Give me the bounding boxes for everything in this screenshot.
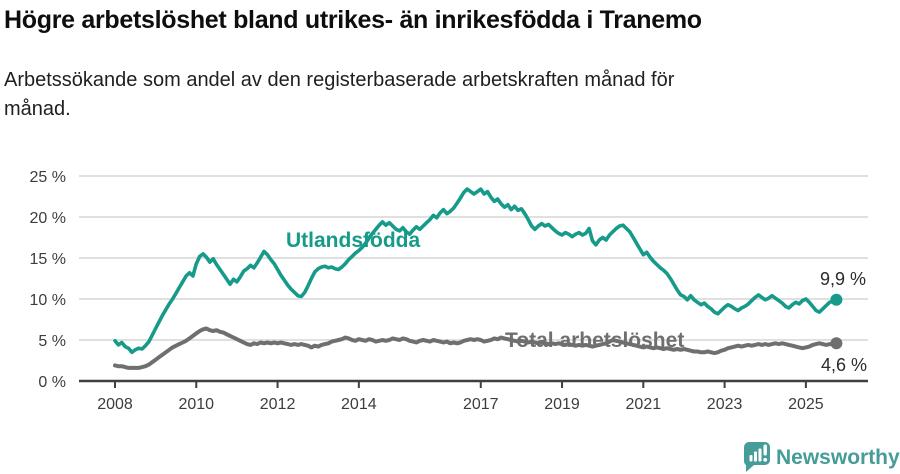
y-axis-labels: 0 % 5 % 10 % 15 % 20 % 25 % [30, 169, 66, 391]
x-tick-label: 2012 [260, 396, 296, 413]
end-value-label-total-arbetsloshet: 4,6 % [821, 355, 867, 375]
end-value-label-utlandsfodda: 9,9 % [820, 269, 866, 289]
x-tick-label: 2025 [788, 396, 824, 413]
newsworthy-logo-text: Newsworthy [776, 446, 900, 469]
gridlines [79, 175, 868, 383]
series-line-utlandsfodda [113, 187, 839, 355]
x-tick-label: 2021 [626, 396, 662, 413]
newsworthy-logo-icon [744, 442, 770, 472]
y-tick-label: 0 % [38, 374, 66, 391]
series-end-dot-total-arbetsloshet [830, 337, 843, 350]
y-tick-label: 5 % [38, 333, 66, 350]
y-tick-label: 20 % [30, 210, 66, 227]
page-title: Högre arbetslöshet bland utrikes- än inr… [4, 6, 702, 34]
newsworthy-logo: Newsworthy [744, 442, 900, 472]
bar-chart-icon-bar3 [758, 448, 762, 462]
bar-chart-icon-bar1 [749, 455, 753, 462]
x-tick-label: 2008 [97, 396, 133, 413]
x-tick-label: 2010 [178, 396, 214, 413]
x-tick-label: 2014 [341, 396, 377, 413]
series-end-dot-utlandsfodda [830, 293, 843, 306]
page-subtitle: Arbetssökande som andel av den registerb… [4, 66, 844, 124]
page-subtitle-line2: månad. [4, 98, 71, 120]
series-line-total-arbetsloshet [113, 326, 839, 370]
series-label-total-arbetsloshet: Total arbetslöshet [505, 329, 684, 352]
x-tick-label: 2017 [463, 396, 499, 413]
bar-chart-icon-bar2 [754, 451, 757, 462]
x-axis-labels: 2008 2010 2012 2014 2017 2019 2021 2023 2025 [97, 396, 824, 413]
x-tick-label: 2023 [707, 396, 743, 413]
series-label-utlandsfodda: Utlandsfödda [286, 229, 420, 252]
x-axis-ticks [114, 381, 807, 388]
y-tick-label: 10 % [30, 292, 66, 309]
exclamation-icon-dot [763, 457, 768, 462]
page-subtitle-line1: Arbetssökande som andel av den registerb… [4, 69, 675, 91]
exclamation-icon-stem [763, 444, 767, 456]
y-tick-label: 15 % [30, 251, 66, 268]
x-tick-label: 2019 [544, 396, 580, 413]
y-tick-label: 25 % [30, 169, 66, 186]
